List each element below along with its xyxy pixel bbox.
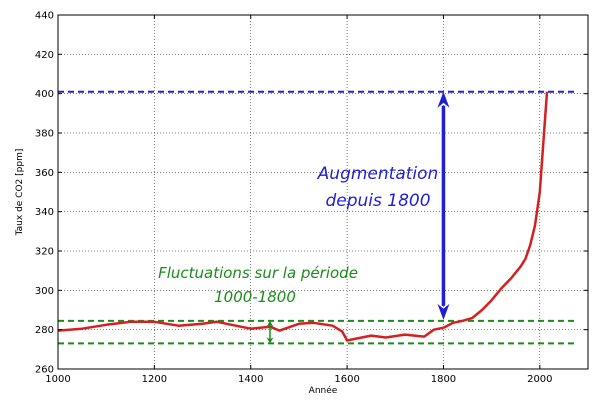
x-tick-label: 1400 — [238, 374, 263, 385]
plot-frame — [57, 14, 589, 370]
arrows — [266, 91, 450, 344]
x-tick-label: 1800 — [431, 374, 456, 385]
x-tick-label: 2000 — [527, 374, 552, 385]
arrow-head-up — [266, 320, 274, 327]
y-tick-label: 400 — [35, 89, 54, 100]
y-tick-label: 300 — [35, 286, 54, 297]
x-tick-label: 1600 — [334, 374, 359, 385]
annotation-green-line: Fluctuations sur la période — [158, 264, 358, 282]
grid — [57, 14, 588, 370]
annotation-blue-line: depuis 1800 — [325, 191, 430, 211]
annotation-green-line: 1000-1800 — [214, 288, 296, 306]
y-tick-label: 360 — [35, 168, 54, 179]
y-tick-label: 320 — [35, 247, 54, 258]
y-tick-label: 440 — [35, 11, 54, 22]
arrow-head-down — [437, 303, 450, 320]
y-tick-label: 380 — [35, 129, 54, 140]
reference-lines — [58, 90, 576, 345]
y-tick-label: 260 — [35, 365, 54, 376]
x-tick-label: 1000 — [45, 374, 70, 385]
x-axis-label: Année — [309, 385, 338, 396]
y-tick-label: 280 — [35, 325, 54, 336]
y-tick-label: 340 — [35, 207, 54, 218]
y-tick-label: 420 — [35, 50, 54, 61]
series-layer — [57, 91, 549, 342]
arrow-head-down — [266, 337, 274, 344]
annotations: Augmentation depuis 1800 Fluctuations sur … — [158, 164, 438, 306]
co2-series-line — [57, 91, 549, 342]
y-axis-label: Taux de CO2 [ppm] — [15, 149, 25, 237]
x-tick-label: 1200 — [142, 374, 167, 385]
axis-ticks: 1000 1200 1400 1600 1800 2000 260 280 300 320 340 3… — [35, 11, 588, 385]
arrow-head-up — [437, 91, 450, 108]
annotation-blue-line: Augmentation — [317, 164, 439, 184]
